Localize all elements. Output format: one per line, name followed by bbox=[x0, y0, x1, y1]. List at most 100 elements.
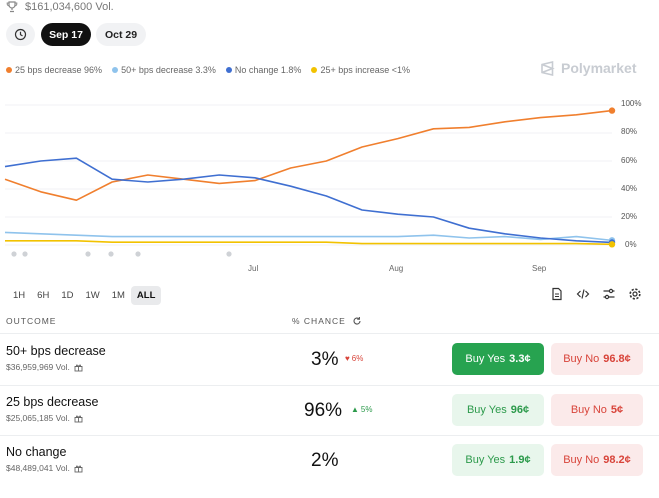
data-point bbox=[608, 241, 616, 248]
tab-oct-29[interactable]: Oct 29 bbox=[96, 23, 146, 46]
sliders-icon[interactable] bbox=[602, 287, 616, 301]
yes-price: 3.3¢ bbox=[509, 353, 531, 365]
series-line bbox=[4, 231, 613, 242]
outcome-name: No change bbox=[6, 445, 67, 459]
legend-dot bbox=[225, 67, 232, 73]
range-1w[interactable]: 1W bbox=[85, 290, 100, 301]
chance-column-header: % CHANCE bbox=[292, 316, 362, 326]
legend-item: 25 bps decrease 96% bbox=[6, 65, 102, 75]
no-price: 5¢ bbox=[610, 404, 624, 416]
polymarket-icon bbox=[541, 60, 555, 76]
gift-icon bbox=[74, 415, 83, 422]
range-all[interactable]: ALL bbox=[130, 286, 162, 305]
range-1m[interactable]: 1M bbox=[111, 290, 125, 301]
refresh-icon[interactable] bbox=[352, 316, 362, 326]
y-tick: 0% bbox=[625, 240, 637, 249]
buy-no-button[interactable]: Buy No 98.2¢ bbox=[551, 444, 643, 476]
legend-label: 25+ bps increase <1% bbox=[320, 65, 410, 75]
gift-icon bbox=[74, 364, 83, 371]
outcome-volume-text: $36,959,969 Vol. bbox=[6, 362, 70, 372]
legend-dot bbox=[311, 67, 318, 73]
series-line bbox=[4, 109, 613, 201]
range-6h[interactable]: 6H bbox=[37, 290, 50, 301]
chance-change-up: ▲ 5% bbox=[351, 405, 372, 414]
legend-label: 50+ bps decrease 3.3% bbox=[121, 65, 216, 75]
chart-tools bbox=[550, 287, 642, 301]
no-price: 96.8¢ bbox=[603, 353, 631, 365]
buy-yes-button[interactable]: Buy Yes 3.3¢ bbox=[452, 343, 544, 375]
y-tick: 80% bbox=[621, 127, 638, 136]
divider bbox=[0, 333, 659, 334]
chance-change-down: ♥ 6% bbox=[345, 354, 363, 363]
up-arrow-icon: ▲ bbox=[351, 405, 359, 414]
buy-yes-button[interactable]: Buy Yes 1.9¢ bbox=[452, 444, 544, 476]
chart-legend: 25 bps decrease 96% 50+ bps decrease 3.3… bbox=[6, 65, 410, 75]
data-point bbox=[608, 107, 616, 114]
polymarket-logo: Polymarket bbox=[540, 60, 636, 76]
outcome-volume: $48,489,041 Vol. bbox=[6, 463, 83, 473]
timeline-marker[interactable] bbox=[135, 251, 141, 257]
range-1d[interactable]: 1D bbox=[61, 290, 74, 301]
document-icon[interactable] bbox=[550, 287, 564, 301]
y-tick: 20% bbox=[621, 212, 638, 221]
timeline-marker[interactable] bbox=[108, 251, 114, 257]
timeline-marker[interactable] bbox=[226, 251, 232, 257]
outcome-column-header: OUTCOME bbox=[6, 316, 57, 326]
outcome-volume-text: $25,065,185 Vol. bbox=[6, 413, 70, 423]
x-tick: Jul bbox=[248, 264, 259, 273]
outcome-row[interactable]: 25 bps decrease $25,065,185 Vol. 96% ▲ 5%… bbox=[0, 386, 659, 435]
buy-no-button[interactable]: Buy No 5¢ bbox=[551, 394, 643, 426]
timeline-marker[interactable] bbox=[22, 251, 28, 257]
embed-code-icon[interactable] bbox=[576, 287, 590, 301]
y-tick: 40% bbox=[621, 184, 638, 193]
no-price: 98.2¢ bbox=[603, 454, 631, 466]
timeline-marker[interactable] bbox=[85, 251, 91, 257]
buy-yes-label: Buy Yes bbox=[466, 404, 507, 416]
chance-header-label: % CHANCE bbox=[292, 316, 346, 326]
outcome-row[interactable]: No change $48,489,041 Vol. 2% Buy Yes 1.9… bbox=[0, 436, 659, 488]
buy-yes-button[interactable]: Buy Yes 96¢ bbox=[452, 394, 544, 426]
outcome-volume: $25,065,185 Vol. bbox=[6, 413, 83, 423]
tab-sep-17[interactable]: Sep 17 bbox=[41, 23, 91, 46]
yes-price: 1.9¢ bbox=[509, 454, 531, 466]
legend-item: 25+ bps increase <1% bbox=[311, 65, 410, 75]
buy-no-button[interactable]: Buy No 96.8¢ bbox=[551, 343, 643, 375]
legend-item: 50+ bps decrease 3.3% bbox=[112, 65, 216, 75]
x-tick: Aug bbox=[389, 264, 404, 273]
down-arrow-icon: ♥ bbox=[345, 354, 350, 363]
clock-icon bbox=[14, 28, 27, 41]
time-range-selector: 1H 6H 1D 1W 1M ALL bbox=[7, 286, 162, 305]
x-tick: Sep bbox=[532, 264, 547, 273]
outcome-row[interactable]: 50+ bps decrease $36,959,969 Vol. 3% ♥ 6%… bbox=[0, 334, 659, 385]
outcome-chance: 3% bbox=[311, 349, 339, 370]
buy-yes-label: Buy Yes bbox=[465, 454, 506, 466]
timeline-marker[interactable] bbox=[11, 251, 17, 257]
legend-dot bbox=[112, 67, 119, 73]
trophy-icon bbox=[6, 1, 18, 13]
gift-icon bbox=[74, 465, 83, 472]
outcome-chance: 96% bbox=[304, 400, 343, 421]
buy-no-label: Buy No bbox=[563, 454, 600, 466]
history-button[interactable] bbox=[6, 23, 35, 46]
range-1h[interactable]: 1H bbox=[13, 290, 26, 301]
delta-value: 6% bbox=[351, 354, 364, 363]
buy-no-label: Buy No bbox=[570, 404, 607, 416]
delta-value: 5% bbox=[360, 405, 373, 414]
outcome-name: 25 bps decrease bbox=[6, 395, 99, 409]
price-history-chart[interactable] bbox=[0, 95, 659, 275]
outcome-chance: 2% bbox=[311, 450, 339, 471]
buy-yes-label: Buy Yes bbox=[465, 353, 506, 365]
outcome-name: 50+ bps decrease bbox=[6, 344, 106, 358]
legend-item: No change 1.8% bbox=[225, 65, 302, 75]
y-tick: 100% bbox=[621, 99, 642, 108]
series-line bbox=[4, 157, 613, 244]
y-tick: 60% bbox=[621, 156, 638, 165]
total-volume: $161,034,600 Vol. bbox=[25, 1, 114, 13]
volume-row: $161,034,600 Vol. bbox=[6, 0, 114, 14]
legend-label: No change 1.8% bbox=[234, 65, 302, 75]
outcome-volume-text: $48,489,041 Vol. bbox=[6, 463, 70, 473]
divider bbox=[0, 435, 659, 436]
legend-label: 25 bps decrease 96% bbox=[15, 65, 103, 75]
buy-no-label: Buy No bbox=[563, 353, 600, 365]
settings-gear-icon[interactable] bbox=[628, 287, 642, 301]
